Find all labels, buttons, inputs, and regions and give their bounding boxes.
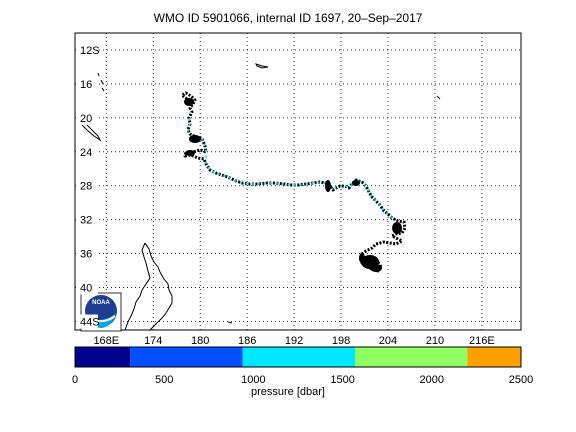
lat-label-bg xyxy=(76,110,98,125)
lat-label: 36 xyxy=(80,249,92,261)
colorbar-label: pressure [dbar] xyxy=(251,386,325,398)
colorbar-segment-3 xyxy=(355,347,468,367)
lat-label-bg xyxy=(76,212,98,227)
lat-label-bg xyxy=(76,42,98,57)
lat-label-bg xyxy=(76,76,98,91)
colorbar-tick-label: 2000 xyxy=(420,374,444,386)
lon-label: 174 xyxy=(144,335,162,347)
latitude-labels: 12S 16 20 24 28 32 36 40 44S xyxy=(76,42,100,329)
map-frame xyxy=(74,32,522,331)
colorbar-frame xyxy=(74,346,522,368)
lon-label: 216E xyxy=(469,335,495,347)
island-samoa xyxy=(255,63,269,69)
colorbar-segment-0 xyxy=(75,347,131,367)
colorbar-tick-label: 0 xyxy=(72,374,78,386)
lon-label: 192 xyxy=(285,335,303,347)
colorbar-ticks: 0 500 1000 1500 2000 2500 xyxy=(72,374,533,386)
svg-text:NOAA: NOAA xyxy=(92,300,110,306)
colorbar-tick-label: 500 xyxy=(155,374,173,386)
new-zealand-north-island xyxy=(124,242,173,330)
lon-label: 198 xyxy=(332,335,350,347)
island-vanuatu xyxy=(97,72,105,92)
lat-label: 12S xyxy=(80,45,100,57)
longitude-labels: 168E 174 180 186 192 198 204 210 216E xyxy=(93,335,494,347)
colorbar-segment-1 xyxy=(130,347,243,367)
lat-label: 44S xyxy=(80,317,100,329)
lon-label: 180 xyxy=(191,335,209,347)
new-caledonia xyxy=(77,115,102,142)
colorbar-tick-label: 2500 xyxy=(509,374,533,386)
colorbar-segment-2 xyxy=(242,347,356,367)
lon-label: 210 xyxy=(426,335,444,347)
lat-label: 20 xyxy=(80,113,92,125)
colorbar-segment-4 xyxy=(467,347,521,367)
island-cook xyxy=(436,95,441,100)
lat-label: 24 xyxy=(80,147,92,159)
lat-label: 28 xyxy=(80,181,92,193)
lat-label: 40 xyxy=(80,283,92,295)
trajectory-cluster-loops xyxy=(184,98,402,272)
island-kermadec xyxy=(227,321,233,324)
lat-label-bg xyxy=(76,280,98,295)
map-grid xyxy=(75,33,521,330)
map-title: WMO ID 5901066, internal ID 1697, 20–Sep… xyxy=(153,11,423,25)
pressure-colorbar xyxy=(75,347,521,367)
lat-label: 32 xyxy=(80,215,92,227)
lat-label-bg xyxy=(76,246,98,261)
lat-label: 16 xyxy=(80,79,92,91)
lat-label-bg xyxy=(76,178,98,193)
lon-label: 204 xyxy=(379,335,397,347)
lat-label-bg xyxy=(76,314,98,329)
colorbar-tick-label: 1500 xyxy=(330,374,354,386)
lon-label: 168E xyxy=(93,335,119,347)
colorbar-tick-label: 1000 xyxy=(241,374,265,386)
lat-label-bg xyxy=(76,144,98,159)
lon-label: 186 xyxy=(238,335,256,347)
